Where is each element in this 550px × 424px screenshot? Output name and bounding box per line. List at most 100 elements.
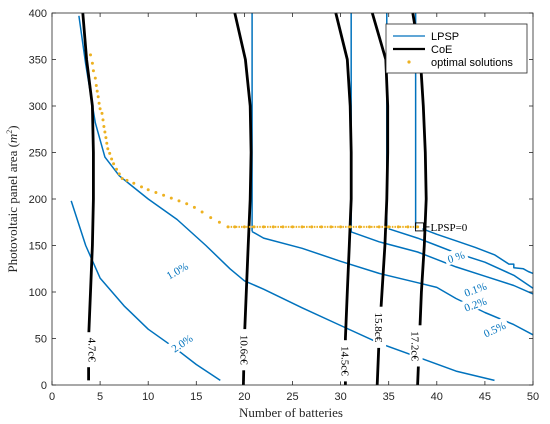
optimal-point-5 — [94, 84, 98, 87]
x-tick-label-20: 20 — [238, 391, 250, 403]
x-tick-label-0: 0 — [49, 391, 55, 403]
coe-line-14-5c — [334, 12, 353, 385]
coe-label-17-2c-group: 17.2c€ — [409, 325, 423, 367]
optimal-point-56 — [416, 225, 420, 229]
y-tick-label-100: 100 — [29, 287, 47, 299]
optimal-point-27 — [154, 191, 158, 194]
y-axis-title-unit: m — [5, 134, 20, 143]
optimal-point-31 — [185, 202, 189, 206]
optimal-point-9 — [98, 107, 102, 111]
y-tick-label-200: 200 — [29, 194, 47, 206]
optimal-point-4 — [93, 76, 97, 80]
lpsp-label-0-backdrop — [443, 246, 469, 266]
optimal-point-18 — [110, 157, 114, 161]
coe-line-17-2c — [411, 12, 428, 386]
optimal-point-24 — [132, 181, 136, 185]
optimal-point-21 — [117, 172, 121, 176]
y-axis-title-close: ) — [5, 125, 20, 129]
optimal-point-1 — [89, 53, 92, 57]
y-tick-label-150: 150 — [29, 241, 47, 253]
optimal-point-16 — [106, 147, 110, 151]
optimal-point-23 — [125, 178, 129, 182]
optimal-point-20 — [115, 167, 118, 171]
optimal-solutions — [89, 53, 420, 229]
x-tick-label-35: 35 — [383, 391, 395, 403]
x-axis-title: Number of batteries — [239, 405, 343, 420]
optimal-point-12 — [102, 125, 106, 128]
y-axis-title-base: Photovoltaic panel area ( — [5, 143, 20, 273]
optimal-point-3 — [91, 69, 95, 73]
optimal-point-26 — [146, 188, 150, 192]
y-tick-label-300: 300 — [29, 101, 47, 113]
contour-labels: 2.0%1.0%0.5%0.2%0.1%0 %4.7c€ 10.6c€ 14.5c€… — [85, 246, 511, 382]
lpsp-label-0-group: 0 % — [443, 246, 469, 266]
lpsp-label-0-1-backdrop — [459, 277, 491, 300]
coe-line-4-7c — [81, 12, 95, 381]
optimal-point-13 — [103, 130, 107, 134]
lpsp-line-1-0 — [78, 15, 495, 382]
legend-label-optimal: optimal solutions — [431, 57, 513, 69]
y-tick-label-350: 350 — [29, 55, 47, 67]
optimal-point-17 — [108, 151, 112, 155]
optimal-point-11 — [101, 118, 105, 122]
optimal-point-25 — [140, 185, 143, 189]
lpsp-label-0: 0 % — [446, 249, 466, 266]
optimal-point-28 — [162, 193, 166, 197]
optimal-point-34 — [209, 216, 213, 220]
legend-label-coe: CoE — [431, 44, 452, 56]
coe-label-10-6c-group: 10.6c€ — [237, 329, 252, 371]
lpsp-line-0-5 — [251, 230, 534, 336]
y-tick-label-0: 0 — [41, 380, 47, 392]
coe-line-10-6c — [233, 12, 253, 386]
coe-label-17-2c-backdrop — [409, 325, 423, 367]
optimal-point-22 — [120, 177, 124, 180]
x-tick-label-15: 15 — [190, 391, 202, 403]
optimal-point-7 — [96, 95, 100, 99]
coe-label-15-8c: 15.8c€ — [372, 312, 384, 342]
y-tick-label-400: 400 — [29, 8, 47, 20]
optimal-point-6 — [95, 89, 99, 93]
y-tick-label-50: 50 — [35, 334, 47, 346]
coe-label-14-5c-group: 14.5c€ — [338, 340, 353, 382]
optimal-point-2 — [90, 61, 94, 65]
legend-swatch-optimal — [407, 60, 411, 64]
optimal-point-14 — [104, 136, 108, 140]
coe-label-4-7c: 4.7c€ — [85, 338, 97, 363]
coe-label-14-5c-backdrop — [339, 340, 353, 382]
optimal-point-35 — [217, 220, 221, 224]
optimal-point-30 — [177, 199, 181, 203]
coe-label-10-6c: 10.6c€ — [237, 335, 249, 365]
y-axis-title-exp: 2 — [5, 130, 14, 134]
lpsp-label-2-0-backdrop — [166, 329, 198, 357]
x-tick-label-25: 25 — [286, 391, 298, 403]
x-tick-label-5: 5 — [97, 391, 103, 403]
legend: LPSP CoE optimal solutions — [385, 23, 528, 74]
coe-label-15-8c-backdrop — [373, 306, 387, 348]
coe-label-4-7c-backdrop — [86, 332, 100, 368]
coe-label-10-6c-backdrop — [238, 329, 252, 371]
coe-contours — [81, 12, 428, 386]
optimal-point-8 — [97, 101, 101, 105]
lpsp-line-0 — [422, 228, 534, 275]
lpsp-zero-annotation: LPSP=0 — [415, 222, 468, 234]
y-axis-title: Photovoltaic panel area (m2) — [5, 125, 20, 272]
x-tick-label-45: 45 — [479, 391, 491, 403]
legend-label-lpsp: LPSP — [431, 31, 459, 43]
x-tick-label-10: 10 — [142, 391, 154, 403]
optimal-point-10 — [100, 111, 104, 115]
coe-label-4-7c-group: 4.7c€ — [85, 332, 100, 368]
optimal-point-15 — [105, 141, 109, 145]
optimal-point-19 — [112, 162, 116, 166]
coe-label-15-8c-group: 15.8c€ — [372, 306, 387, 348]
axes: 0 5 10 15 20 25 30 35 40 45 50 0 50 100 150 200 250 300 35… — [29, 8, 539, 403]
lpsp-line-2-0 — [70, 200, 221, 382]
y-tick-label-250: 250 — [29, 148, 47, 160]
coe-label-14-5c: 14.5c€ — [338, 346, 350, 376]
optimal-point-33 — [200, 210, 204, 214]
x-tick-label-40: 40 — [431, 391, 443, 403]
lpsp-label-1-0-backdrop — [161, 257, 193, 283]
optimal-point-32 — [192, 205, 196, 209]
x-tick-label-30: 30 — [334, 391, 346, 403]
lpsp-label-0-5-backdrop — [478, 316, 511, 341]
